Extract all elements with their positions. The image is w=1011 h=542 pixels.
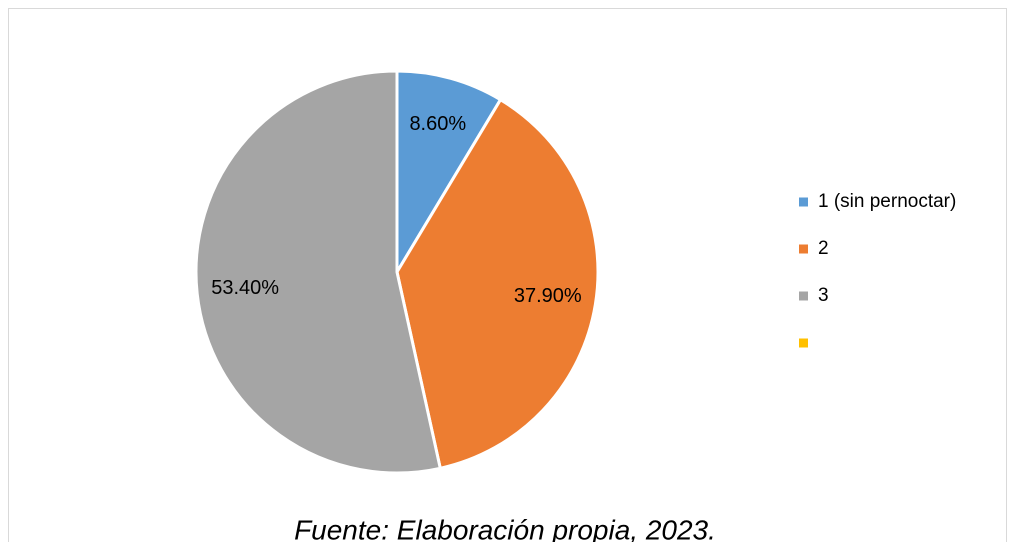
data-label: 8.60% <box>409 113 466 135</box>
pie-slice <box>395 97 600 471</box>
legend-swatch <box>799 244 808 254</box>
caption: Fuente: Elaboración propia, 2023. <box>294 514 716 542</box>
legend-swatch <box>799 338 808 348</box>
legend-label: 1 (sin pernoctar) <box>818 191 956 212</box>
legend-swatch <box>799 197 808 207</box>
legend-label: 2 <box>818 238 829 259</box>
data-label: 53.40% <box>211 277 279 299</box>
legend-swatch <box>799 291 808 301</box>
data-label: 37.90% <box>514 285 582 307</box>
pie-slice <box>194 69 443 475</box>
pie-slice <box>395 69 503 278</box>
legend-label: 3 <box>818 285 829 306</box>
